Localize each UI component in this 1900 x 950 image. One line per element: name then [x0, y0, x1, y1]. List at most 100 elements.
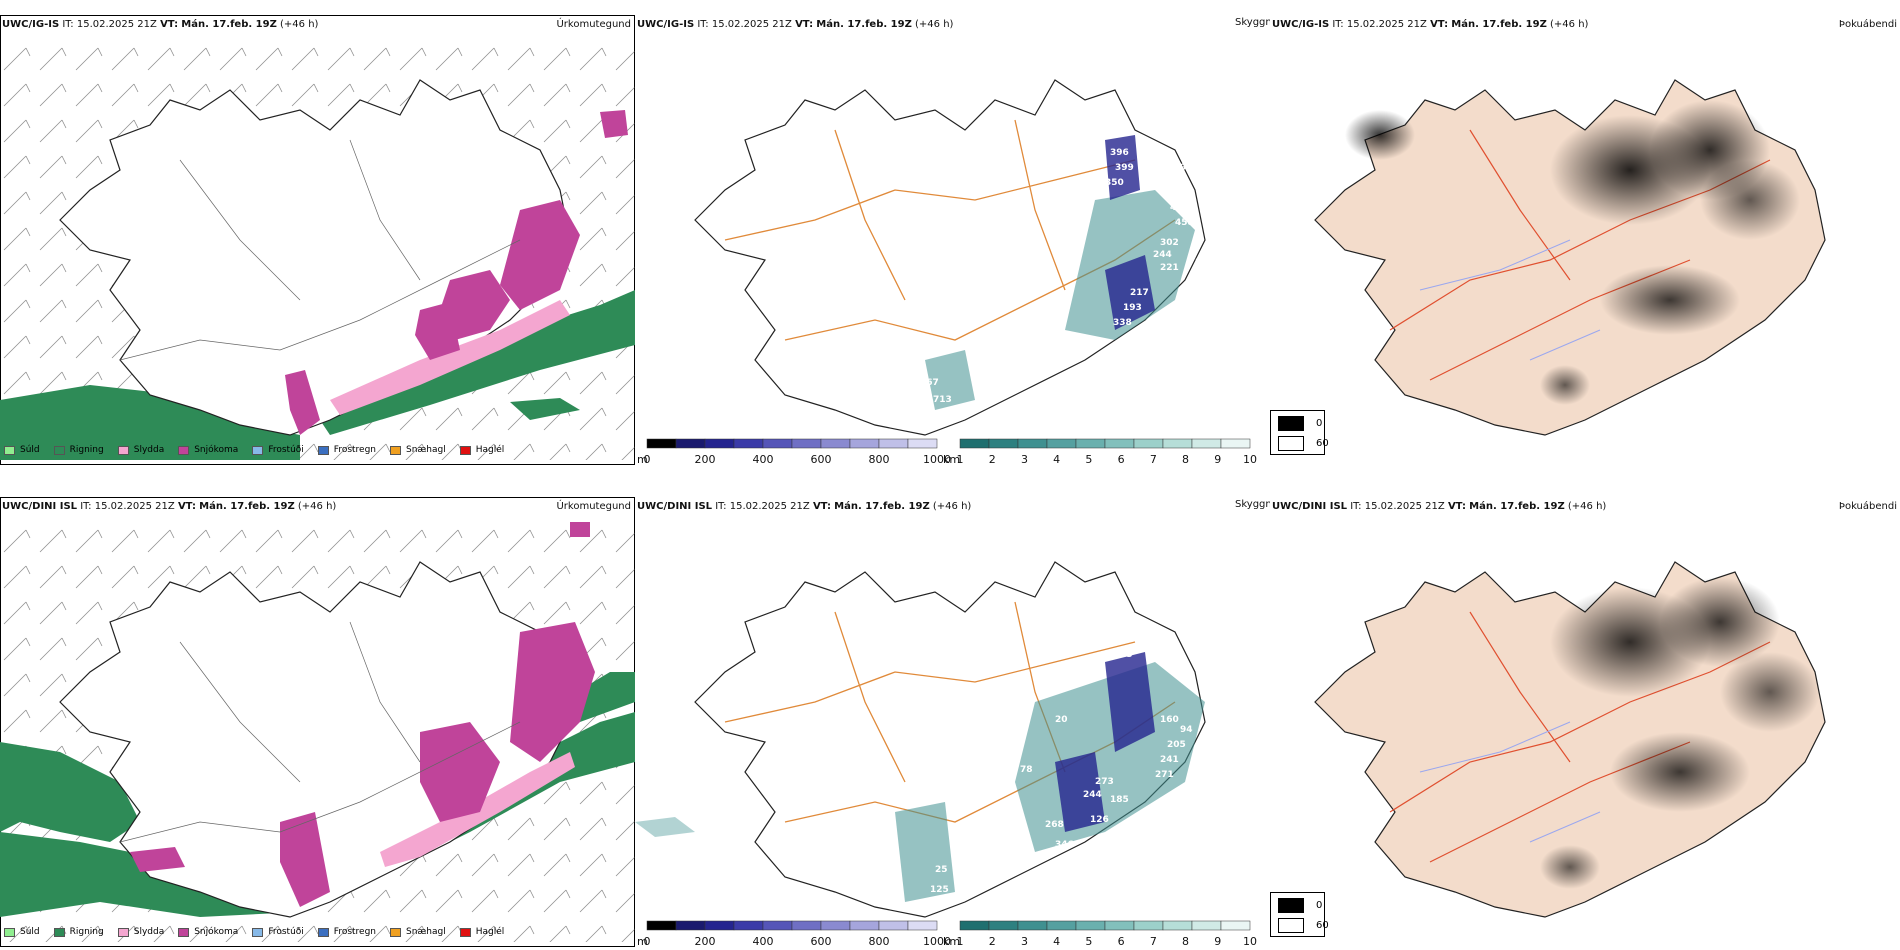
fog-map-svg [1314, 79, 1826, 436]
colorbar-segment [1075, 920, 1106, 931]
colorbar-tick: 1000 [923, 453, 951, 465]
cloud-base-label: 191 [1200, 735, 1219, 745]
panel-title: Úrkomutegund [556, 501, 631, 512]
fog-legend-item: 0 [1278, 898, 1322, 913]
colorbar-segment [878, 920, 909, 931]
colorbar-tick: 9 [1214, 935, 1222, 947]
colorbar-tick: 9 [1214, 453, 1222, 465]
cloud-base-label: 217 [1130, 288, 1149, 298]
colorbar-tick: 7 [1149, 935, 1157, 947]
cloud-base-labels: 367 713 396 399 350 470 458 302 244 221 307 168 217 1… [920, 148, 1214, 405]
legend-swatch [53, 445, 65, 455]
colorbar-tick: 10 [1243, 453, 1257, 465]
colorbar-segment [762, 438, 793, 449]
colorbar-tick: 1 [956, 453, 964, 465]
colorbar-tick: 2 [988, 935, 996, 947]
colorbar-tick: 1000 [923, 935, 951, 947]
legend-item: Súld [4, 927, 40, 937]
cloud-base-label: 42 [1035, 283, 1048, 293]
legend-item: Slydda [117, 445, 164, 455]
cloud-base-label: 273 [1095, 777, 1114, 787]
panel-header: UWC/DINI ISL IT: 15.02.2025 21Z VT: Mán.… [1272, 501, 1607, 512]
colorbar-segment [1017, 920, 1048, 931]
cloud-base-label: 338 [1113, 318, 1132, 328]
cloud-base-label: 470 [1170, 203, 1189, 213]
colorbar-segment [1104, 920, 1135, 931]
fog-panel-row2: UWC/DINI ISL IT: 15.02.2025 21Z VT: Mán.… [1270, 497, 1900, 947]
colorbar-segment [791, 438, 822, 449]
cloud-base-label: 346 [1055, 840, 1074, 850]
lead-time: (+46 h) [297, 501, 337, 512]
cloud-base-label: 350 [1105, 178, 1124, 188]
colorbar-svg [646, 920, 1251, 931]
colorbar-segment [1162, 438, 1193, 449]
cloud-base-label: 399 [1115, 163, 1134, 173]
colorbar-segment [820, 438, 851, 449]
cloud-base-label: 244 [1200, 750, 1219, 760]
colorbar-km-unit: km [943, 453, 961, 465]
precip-map-svg [0, 522, 635, 942]
panel-title: Skyggni [1235, 499, 1270, 510]
legend-swatch [390, 445, 402, 455]
cloud-base-label: 302 [1160, 238, 1179, 248]
legend-item: Snjókoma [178, 445, 238, 455]
colorbar-tick: 0 [643, 935, 651, 947]
cloud-map-svg: 367 713 396 399 350 470 458 302 244 221 307 168 217 1… [694, 79, 1214, 436]
legend-item: Snæhagl [390, 927, 446, 937]
colorbar-km-unit: km [943, 935, 961, 947]
colorbar-m [646, 920, 938, 931]
cloud-base-label: 367 [920, 378, 939, 388]
panel-title: Skyggni [1235, 17, 1270, 28]
colorbar-segment [1220, 438, 1251, 449]
cloud-base-label: 79 [1055, 333, 1068, 343]
legend-item: Snæhagl [390, 445, 446, 455]
colorbar-segment [1104, 438, 1135, 449]
model-name: UWC/DINI ISL [2, 501, 78, 512]
cloud-base-label: 25 [935, 865, 948, 875]
model-name: UWC/IG-IS [2, 19, 60, 30]
colorbar-segment [762, 920, 793, 931]
init-time: IT: 15.02.2025 21Z [80, 501, 175, 512]
colorbar-m-unit: m [637, 453, 648, 465]
cloud-base-label: 241 [1160, 755, 1179, 765]
cloud-base-label: 713 [933, 395, 952, 405]
colorbar-tick: 600 [810, 453, 832, 465]
colorbar-tick: 400 [752, 453, 774, 465]
colorbar-segment [1046, 920, 1077, 931]
legend-swatch [459, 445, 471, 455]
colorbar-segment [646, 438, 677, 449]
cloud-base-label: 160 [1160, 715, 1179, 725]
colorbar-tick: 200 [694, 453, 716, 465]
legend-item: Haglél [459, 927, 504, 937]
colorbar-tick: 5 [1085, 935, 1093, 947]
valid-time: Mán. 17.feb. 19Z [199, 501, 295, 512]
cloud-base-label: 221 [1160, 263, 1179, 273]
colorbar-tick: 10 [1243, 935, 1257, 947]
colorbar-segment [907, 438, 938, 449]
colorbar-tick: 400 [752, 935, 774, 947]
cloud-base-label: 154 [1063, 353, 1082, 363]
precip-legend: Súld Rigning Slydda Snjókoma Frostúði Fr… [4, 927, 518, 937]
legend-swatch [178, 445, 190, 455]
panel-header: UWC/IG-IS IT: 15.02.2025 21Z VT: Mán. 17… [637, 19, 954, 30]
panel-header: UWC/DINI ISL IT: 15.02.2025 21Z VT: Mán.… [2, 501, 336, 512]
colorbar-tick: 8 [1182, 453, 1190, 465]
colorbar-m-unit: m [637, 935, 648, 947]
colorbar-tick: 4 [1053, 935, 1061, 947]
panel-title: Þokuábendi [1838, 19, 1897, 30]
precip-type-panel-row1: UWC/IG-IS IT: 15.02.2025 21Z VT: Mán. 17… [0, 15, 635, 465]
colorbar-segment [820, 920, 851, 931]
colorbar-segment [988, 920, 1019, 931]
colorbar-segment [1191, 920, 1222, 931]
colorbar-segment [733, 920, 764, 931]
cloud-base-label: 125 [930, 885, 949, 895]
cloud-base-label: 185 [1110, 795, 1129, 805]
precip-type-panel-row2: UWC/DINI ISL IT: 15.02.2025 21Z VT: Mán.… [0, 497, 635, 947]
lead-time: (+46 h) [280, 19, 319, 30]
colorbar-tick: 200 [694, 935, 716, 947]
colorbar-segment [1017, 438, 1048, 449]
colorbar-segment [704, 438, 735, 449]
cloud-base-label: 96 [1180, 163, 1193, 173]
legend-item: Súld [4, 445, 40, 455]
